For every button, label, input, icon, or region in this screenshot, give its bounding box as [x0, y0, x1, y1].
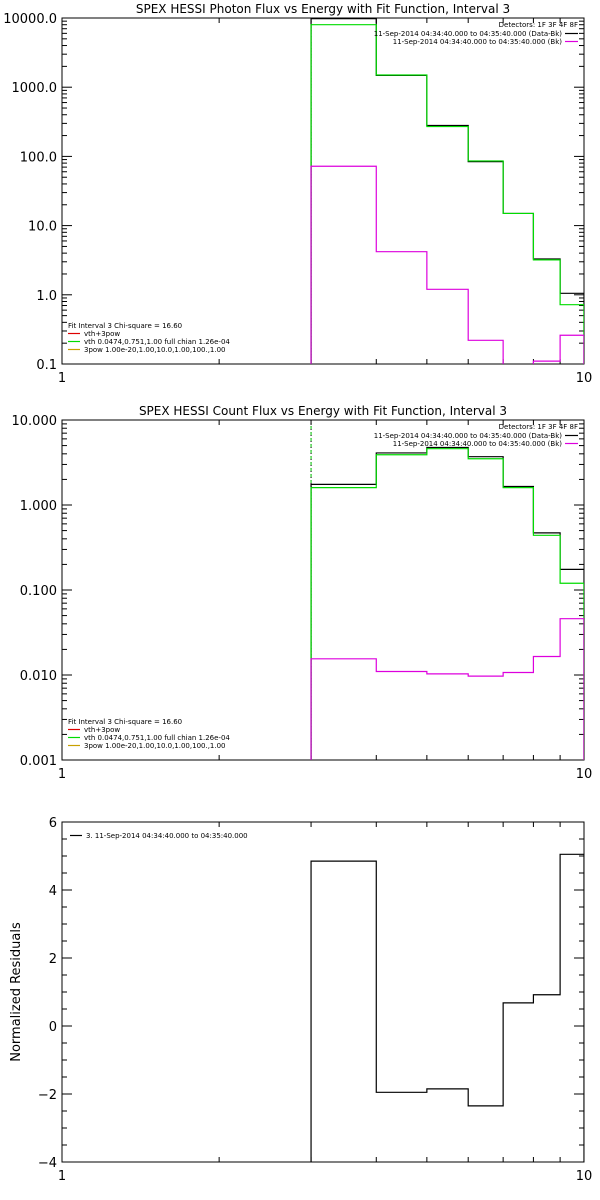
legend-detectors: Detectors: 1F 3F 4F 8F	[499, 21, 578, 29]
y-tick-label: 6	[49, 816, 57, 831]
y-tick-label: −4	[38, 1156, 57, 1171]
y-tick-label: 0	[49, 1020, 57, 1035]
y-axis-label: Normalized Residuals	[9, 922, 24, 1062]
legend-entry: 11-Sep-2014 04:34:40.000 to 04:35:40.000…	[374, 30, 563, 38]
legend-detectors: Detectors: 1F 3F 4F 8F	[499, 423, 578, 431]
x-ticks	[61, 18, 585, 364]
series-2-line	[310, 24, 584, 364]
x-tick-label: 10	[576, 1169, 593, 1184]
x-tick-label: 1	[58, 371, 66, 386]
x-tick-label: 1	[58, 767, 66, 782]
y-tick-label: 1.000	[20, 499, 57, 514]
y-ticks	[62, 20, 584, 365]
y-tick-label: 0.100	[20, 584, 57, 599]
y-tick-label: 0.1	[36, 358, 57, 373]
legend-entry: vth 0.0474,0.751,1.00 full chian 1.26e-0…	[84, 338, 230, 346]
plot-frame	[61, 17, 585, 365]
legend-top-left: 3. 11-Sep-2014 04:34:40.000 to 04:35:40.…	[70, 832, 248, 840]
chart-title: SPEX HESSI Count Flux vs Energy with Fit…	[139, 404, 507, 418]
y-tick-label: 4	[49, 884, 57, 899]
legend-entry: 3pow 1.00e-20,1.00,10.0,1.00,100.,1.00	[84, 346, 226, 354]
series-1-line	[310, 18, 584, 364]
legend-entry: 3pow 1.00e-20,1.00,10.0,1.00,100.,1.00	[84, 742, 226, 750]
y-tick-label: 10.0	[28, 220, 57, 235]
y-ticks	[62, 821, 584, 1163]
legend-entry: vth+3pow	[84, 726, 120, 734]
y-tick-label: 2	[49, 952, 57, 967]
legend-entry: 11-Sep-2014 04:34:40.000 to 04:35:40.000…	[393, 38, 563, 46]
x-tick-label: 1	[58, 1169, 66, 1184]
panel-3: 1 10 −4 −2 0 2 4 6 Normalized Residuals 3. 11-Sep…	[9, 816, 592, 1184]
y-tick-label: 100.0	[20, 150, 57, 165]
legend-entry: vth+3pow	[84, 330, 120, 338]
legend-bottom-left: Fit Interval 3 Chi-square = 16.60vth+3po…	[68, 718, 230, 750]
series-1-line	[310, 446, 584, 760]
plot-frame	[61, 821, 585, 1163]
x-ticks	[61, 420, 585, 760]
x-tick-label: 10	[576, 767, 593, 782]
series-2-line	[310, 448, 584, 760]
legend-fit-header: Fit Interval 3 Chi-square = 16.60	[68, 718, 182, 726]
legend-entry: 11-Sep-2014 04:34:40.000 to 04:35:40.000…	[374, 432, 563, 440]
y-tick-label: 10000.0	[3, 12, 57, 27]
plot-frame	[61, 419, 585, 761]
legend-fit-header: Fit Interval 3 Chi-square = 16.60	[68, 322, 182, 330]
y-ticks	[62, 423, 584, 761]
x-tick-label: 10	[576, 371, 593, 386]
panel-1: SPEX HESSI Photon Flux vs Energy with Fi…	[3, 2, 592, 386]
legend-entry: 3. 11-Sep-2014 04:34:40.000 to 04:35:40.…	[86, 832, 248, 840]
y-tick-label: 1000.0	[12, 81, 58, 96]
y-tick-label: 0.010	[20, 669, 57, 684]
chart-title: SPEX HESSI Photon Flux vs Energy with Fi…	[136, 2, 510, 16]
y-tick-label: 10.000	[12, 414, 58, 429]
legend-entry: 11-Sep-2014 04:34:40.000 to 04:35:40.000…	[393, 440, 563, 448]
y-tick-label: −2	[38, 1088, 57, 1103]
x-ticks	[61, 822, 585, 1162]
y-tick-label: 0.001	[20, 754, 57, 769]
panel-2: SPEX HESSI Count Flux vs Energy with Fit…	[12, 404, 593, 782]
series-3-line	[310, 618, 584, 760]
y-tick-label: 1.0	[36, 289, 57, 304]
legend-entry: vth 0.0474,0.751,1.00 full chian 1.26e-0…	[84, 734, 230, 742]
series-1-line	[310, 853, 584, 1162]
legend-bottom-left: Fit Interval 3 Chi-square = 16.60vth+3po…	[68, 322, 230, 354]
series-3-line	[310, 165, 584, 364]
